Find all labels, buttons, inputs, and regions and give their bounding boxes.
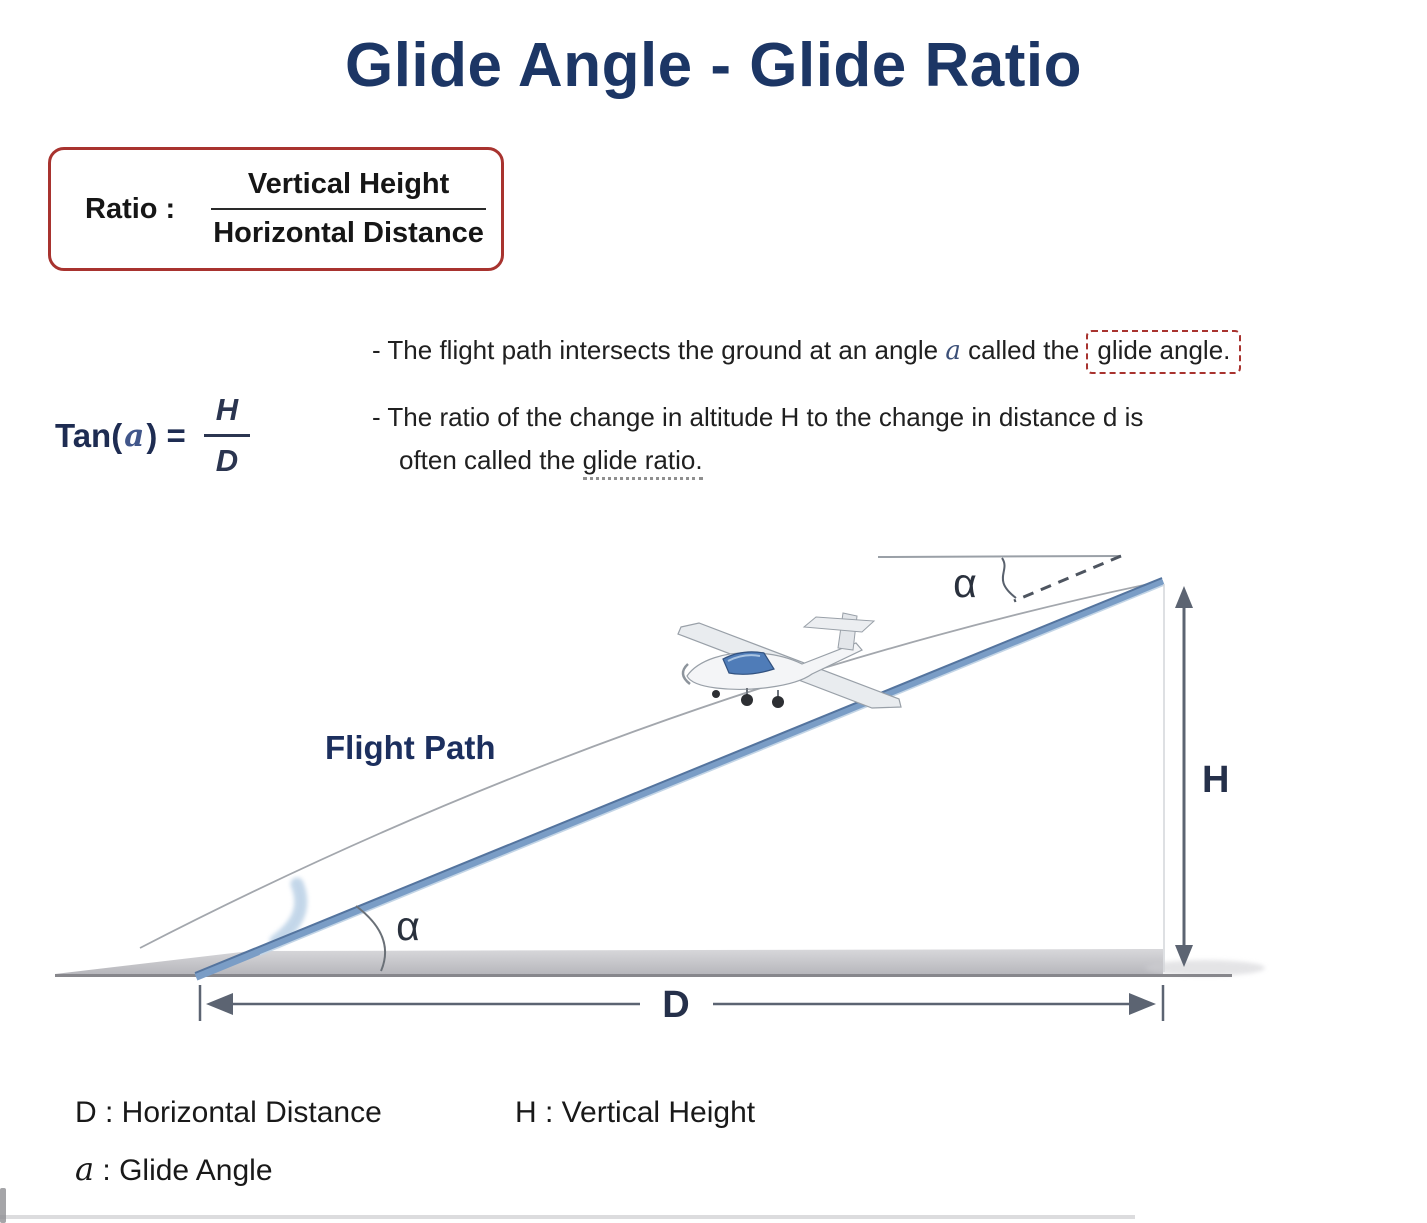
ratio-label: Ratio : xyxy=(85,192,176,225)
formula-suffix: ) = xyxy=(146,416,186,454)
d-dimension: D xyxy=(198,984,1165,1026)
legend-h-symbol: H xyxy=(515,1096,537,1129)
page-title: Glide Angle - Glide Ratio xyxy=(344,31,1083,100)
tan-formula: Tan( a ) = H D xyxy=(55,392,251,479)
bullet-glide-angle: - The flight path intersects the ground … xyxy=(372,330,1242,374)
legend-d-text: : Horizontal Distance xyxy=(96,1096,382,1129)
bullet2-line2: often called the glide ratio. xyxy=(372,439,1143,482)
legend-h-text: : Vertical Height xyxy=(536,1096,756,1129)
d-dimension-label: D xyxy=(662,984,689,1026)
formula-alpha-symbol: a xyxy=(124,417,145,454)
formula-denominator: D xyxy=(203,434,251,479)
glider-illustration xyxy=(677,612,902,709)
legend-alpha-text: : Glide Angle xyxy=(94,1154,273,1187)
legend-alpha-symbol: a xyxy=(75,1150,95,1188)
top-angle-group: α xyxy=(877,554,1122,606)
ratio-definition-box: Ratio : Vertical Height Horizontal Dista… xyxy=(48,147,504,271)
h-dimension-label: H xyxy=(1202,759,1229,801)
bullet2-line2-pre: often called the xyxy=(399,445,583,475)
legend-vertical-height: H : Vertical Height xyxy=(515,1096,755,1130)
alpha-top-label: α xyxy=(953,560,977,606)
faded-flare-swoosh xyxy=(269,877,308,948)
ratio-numerator: Vertical Height xyxy=(247,168,450,200)
glide-ratio-underlined: glide ratio. xyxy=(582,445,703,480)
bullet1-text-pre: - The flight path intersects the ground … xyxy=(372,335,946,365)
formula-prefix: Tan( xyxy=(55,416,123,454)
ground-strip xyxy=(55,949,1265,977)
bullet-glide-ratio: - The ratio of the change in altitude H … xyxy=(372,396,1143,482)
legend-glide-angle: a : Glide Angle xyxy=(75,1150,273,1188)
bullet1-alpha-symbol: a xyxy=(945,336,961,366)
glide-angle-highlight-box: glide angle. xyxy=(1086,330,1242,374)
bullet2-line1: - The ratio of the change in altitude H … xyxy=(372,402,1144,432)
flight-path-label: Flight Path xyxy=(325,729,495,766)
ratio-denominator: Horizontal Distance xyxy=(211,208,486,250)
ratio-fraction: Vertical Height Horizontal Distance xyxy=(211,168,486,250)
bottom-angle-group: α xyxy=(355,903,420,972)
formula-numerator: H xyxy=(215,392,239,427)
bullet1-text-mid: called the xyxy=(960,335,1080,365)
h-dimension: H xyxy=(1163,584,1229,972)
contrail-line xyxy=(139,580,1164,949)
formula-fraction: H D xyxy=(203,392,251,479)
flight-path-line xyxy=(194,577,1165,981)
alpha-bottom-label: α xyxy=(396,903,420,949)
legend-d-symbol: D xyxy=(75,1096,97,1129)
legend-horizontal-distance: D : Horizontal Distance xyxy=(75,1096,382,1130)
bottom-edge-artifact xyxy=(0,1188,1135,1223)
